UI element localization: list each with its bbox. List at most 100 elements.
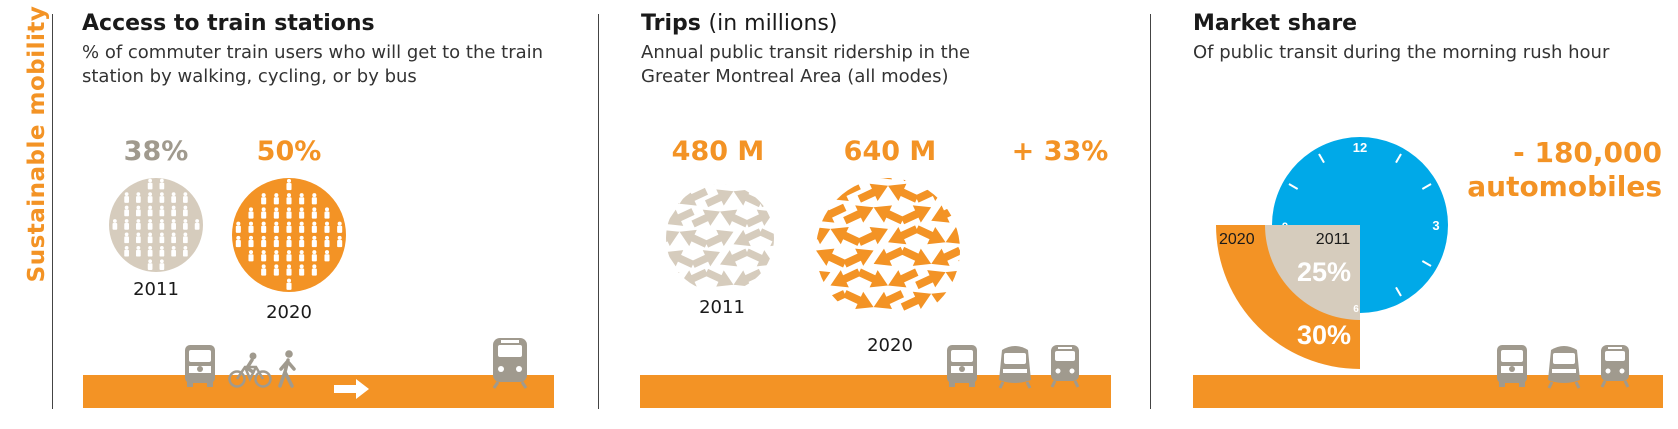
person-figure — [261, 193, 267, 205]
panel-title: Market share — [1193, 11, 1358, 36]
arrow-shape — [679, 229, 709, 248]
arrow-shape — [770, 203, 804, 232]
arrow-shape — [758, 189, 774, 208]
panel-subtitle: Annual public transit ridership in the G… — [641, 42, 971, 87]
arrow-shape — [888, 268, 919, 288]
year-2020-label: 2020 — [266, 302, 312, 323]
arrow-shape — [915, 270, 946, 290]
clock-ticks — [1288, 153, 1432, 297]
divider-right — [1150, 14, 1151, 409]
person-figure — [136, 219, 141, 230]
divider-middle — [598, 14, 599, 409]
arrow-shape — [816, 270, 831, 290]
arrow-shape — [945, 225, 960, 245]
person-figure — [311, 193, 317, 205]
share-2020-value: 30% — [1297, 320, 1351, 350]
metro-icon — [998, 346, 1032, 389]
transport-bar — [1193, 375, 1663, 408]
arrow-shape — [635, 244, 669, 273]
arrow-shape — [900, 291, 932, 311]
person-figure — [147, 205, 153, 217]
person-figure — [136, 245, 141, 257]
cars-removed: - 180,000 automobiles — [1452, 136, 1662, 204]
arrow-shape — [733, 189, 763, 208]
person-figure — [299, 235, 305, 248]
share-2011-sector — [1265, 225, 1360, 320]
person-figure — [124, 192, 129, 203]
stat-2020: 50% — [256, 136, 322, 167]
transport-bar — [640, 375, 1111, 408]
clock-tick — [1421, 183, 1432, 190]
person-figure — [147, 192, 153, 203]
panel-subtitle: % of commuter train users who will get t… — [82, 42, 544, 87]
arrow-shape — [816, 290, 847, 310]
person-figure — [311, 250, 317, 262]
share-2011-value: 25% — [1297, 257, 1351, 287]
person-figure — [159, 205, 165, 217]
person-figure — [159, 178, 165, 190]
label-2020: 2020 — [1219, 231, 1255, 248]
arrow-shape — [931, 203, 960, 223]
arrow-shape — [622, 264, 656, 293]
person-figure — [159, 259, 165, 270]
person-figure — [147, 259, 153, 270]
clock-tick — [1395, 286, 1402, 297]
person-figure — [124, 205, 129, 217]
arrow-shape — [843, 290, 874, 310]
cars-removed-value: - 180,000 — [1513, 136, 1662, 169]
year-2011-label: 2011 — [699, 297, 745, 318]
person-figure — [299, 264, 305, 276]
arrow-shape — [769, 220, 806, 251]
person-figure — [299, 193, 305, 205]
arrow-shape — [622, 183, 656, 212]
person-figure — [159, 245, 165, 257]
person-figure — [273, 221, 279, 233]
arrow-shape — [783, 285, 820, 316]
person-figure — [286, 264, 292, 276]
arrow-shape — [666, 250, 695, 268]
arrow-shape — [783, 242, 820, 273]
arrow-shape — [783, 199, 820, 230]
person-figure — [235, 235, 241, 248]
people-circle-2011 — [109, 178, 203, 272]
arrow-shape — [745, 209, 774, 228]
arrow-shape — [691, 184, 720, 186]
arrow-shape — [635, 163, 669, 192]
arrow-shape — [745, 184, 774, 187]
arrow-shape — [857, 226, 888, 246]
arrow-shape — [915, 183, 946, 203]
bus-icon — [947, 345, 977, 387]
person-figure — [159, 219, 165, 230]
arrow-shape — [770, 244, 804, 273]
clock-numeral-12: 12 — [1353, 140, 1367, 155]
person-figure — [261, 207, 267, 219]
person-figure — [286, 221, 292, 233]
clock-tick — [1288, 183, 1299, 190]
person-figure — [136, 205, 141, 217]
person-figure — [299, 250, 305, 262]
person-figure — [261, 264, 267, 276]
person-figure — [273, 264, 279, 276]
panel-title: Access to train stations — [82, 11, 375, 36]
person-figure — [183, 232, 188, 244]
change-percent: + 33% — [1011, 136, 1109, 167]
person-figure — [337, 235, 343, 248]
arrow-shape — [783, 155, 820, 186]
arrow-shape — [958, 178, 960, 182]
person-figure — [324, 235, 330, 248]
arrow-shape — [931, 246, 960, 266]
person-figure — [311, 207, 317, 219]
arrow-shape — [915, 225, 946, 245]
arrow-shape — [830, 268, 861, 288]
person-figure — [183, 192, 188, 203]
arrow-shape — [745, 248, 774, 267]
person-figure — [286, 178, 292, 191]
panel-title: Trips (in millions) — [641, 11, 837, 36]
arrow-shape — [704, 229, 734, 248]
arrow-shape — [931, 291, 960, 311]
arrow-shape — [945, 270, 960, 290]
person-figure — [311, 221, 317, 233]
arrow-shape — [622, 224, 656, 253]
person-figure — [337, 221, 343, 233]
arrow-shape — [691, 250, 720, 268]
